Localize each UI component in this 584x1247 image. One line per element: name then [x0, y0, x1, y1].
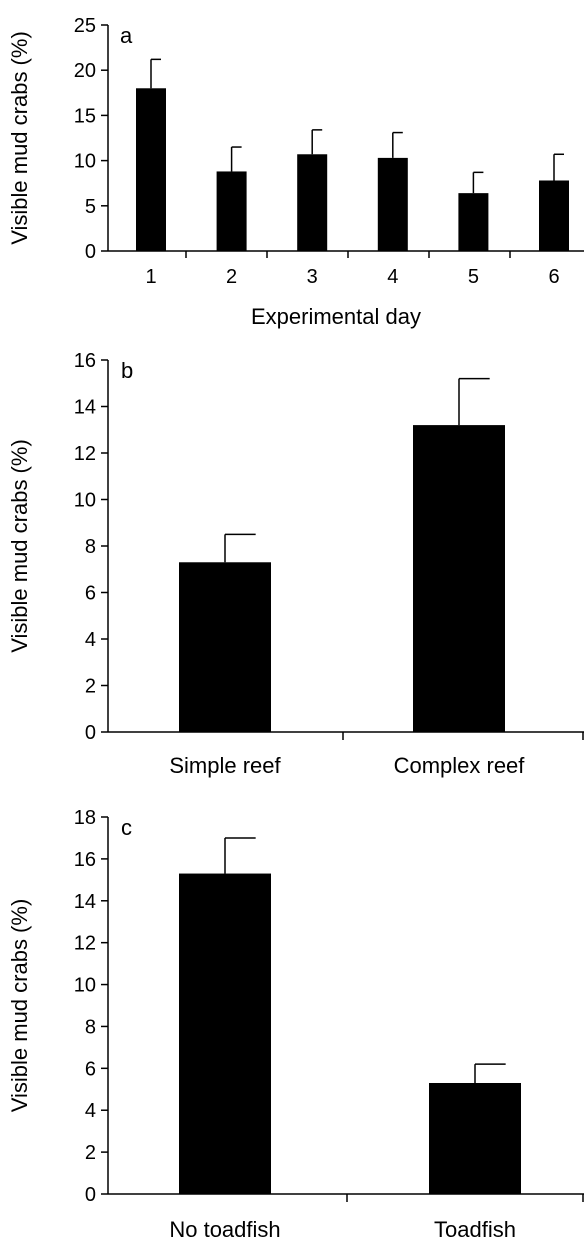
- y-tick-label: 0: [85, 241, 96, 263]
- bar: [377, 157, 408, 251]
- y-tick-label: 6: [85, 583, 96, 605]
- y-tick-label: 4: [85, 1100, 96, 1122]
- x-axis-title: Experimental day: [251, 304, 421, 329]
- x-tick-label: 3: [307, 266, 318, 288]
- y-axis-title: Visible mud crabs (%): [7, 439, 32, 653]
- panel-label: a: [120, 23, 133, 48]
- bar: [539, 180, 569, 251]
- y-tick-label: 6: [85, 1058, 96, 1080]
- y-axis-title: Visible mud crabs (%): [7, 899, 32, 1113]
- x-tick-label: No toadfish: [169, 1217, 280, 1242]
- x-tick-label: Complex reef: [394, 753, 526, 778]
- panel-c: 0 2 4 6 8 10 12 14 16 18 No toadfish Toadfish c Visib…: [7, 807, 584, 1242]
- bar: [429, 1082, 521, 1194]
- bar: [216, 171, 247, 251]
- y-tick-label: 16: [74, 350, 96, 372]
- y-tick-label: 8: [85, 1016, 96, 1038]
- y-tick-label: 14: [74, 397, 96, 419]
- bar: [297, 154, 328, 251]
- panel-label: b: [121, 358, 133, 383]
- panel-label: c: [121, 815, 132, 840]
- y-tick-label: 2: [85, 1142, 96, 1164]
- y-tick-label: 14: [74, 891, 96, 913]
- y-tick-label: 10: [74, 975, 96, 997]
- y-tick-label: 2: [85, 676, 96, 698]
- x-tick-label: 6: [548, 266, 559, 288]
- x-tick-label: Simple reef: [169, 753, 281, 778]
- y-tick-label: 0: [85, 1184, 96, 1206]
- y-tick-label: 8: [85, 536, 96, 558]
- bar: [179, 562, 271, 732]
- y-tick-label: 12: [74, 443, 96, 465]
- panel-b: 0 2 4 6 8 10 12 14 16 Simple reef Complex reef b Vis…: [7, 350, 584, 778]
- y-tick-label: 18: [74, 807, 96, 829]
- y-tick-label: 16: [74, 849, 96, 871]
- x-tick-label: 5: [468, 266, 479, 288]
- y-axis-title: Visible mud crabs (%): [7, 31, 32, 245]
- x-tick-label: 4: [387, 266, 398, 288]
- y-tick-label: 4: [85, 629, 96, 651]
- bar: [413, 425, 505, 732]
- bar: [179, 873, 271, 1194]
- y-tick-label: 10: [74, 490, 96, 512]
- y-tick-label: 0: [85, 722, 96, 744]
- y-tick-label: 25: [74, 15, 96, 37]
- y-tick-label: 12: [74, 933, 96, 955]
- y-tick-label: 20: [74, 60, 96, 82]
- y-tick-label: 5: [85, 196, 96, 218]
- x-tick-label: 2: [226, 266, 237, 288]
- bar: [458, 193, 489, 251]
- y-tick-label: 10: [74, 151, 96, 173]
- x-tick-label: 1: [145, 266, 156, 288]
- panel-a: 0 5 10 15 20 25 1 2 3 4 5 6 a Visible mud crabs (%) Ex…: [7, 15, 584, 329]
- y-tick-label: 15: [74, 105, 96, 127]
- bar: [136, 88, 166, 251]
- x-tick-label: Toadfish: [434, 1217, 516, 1242]
